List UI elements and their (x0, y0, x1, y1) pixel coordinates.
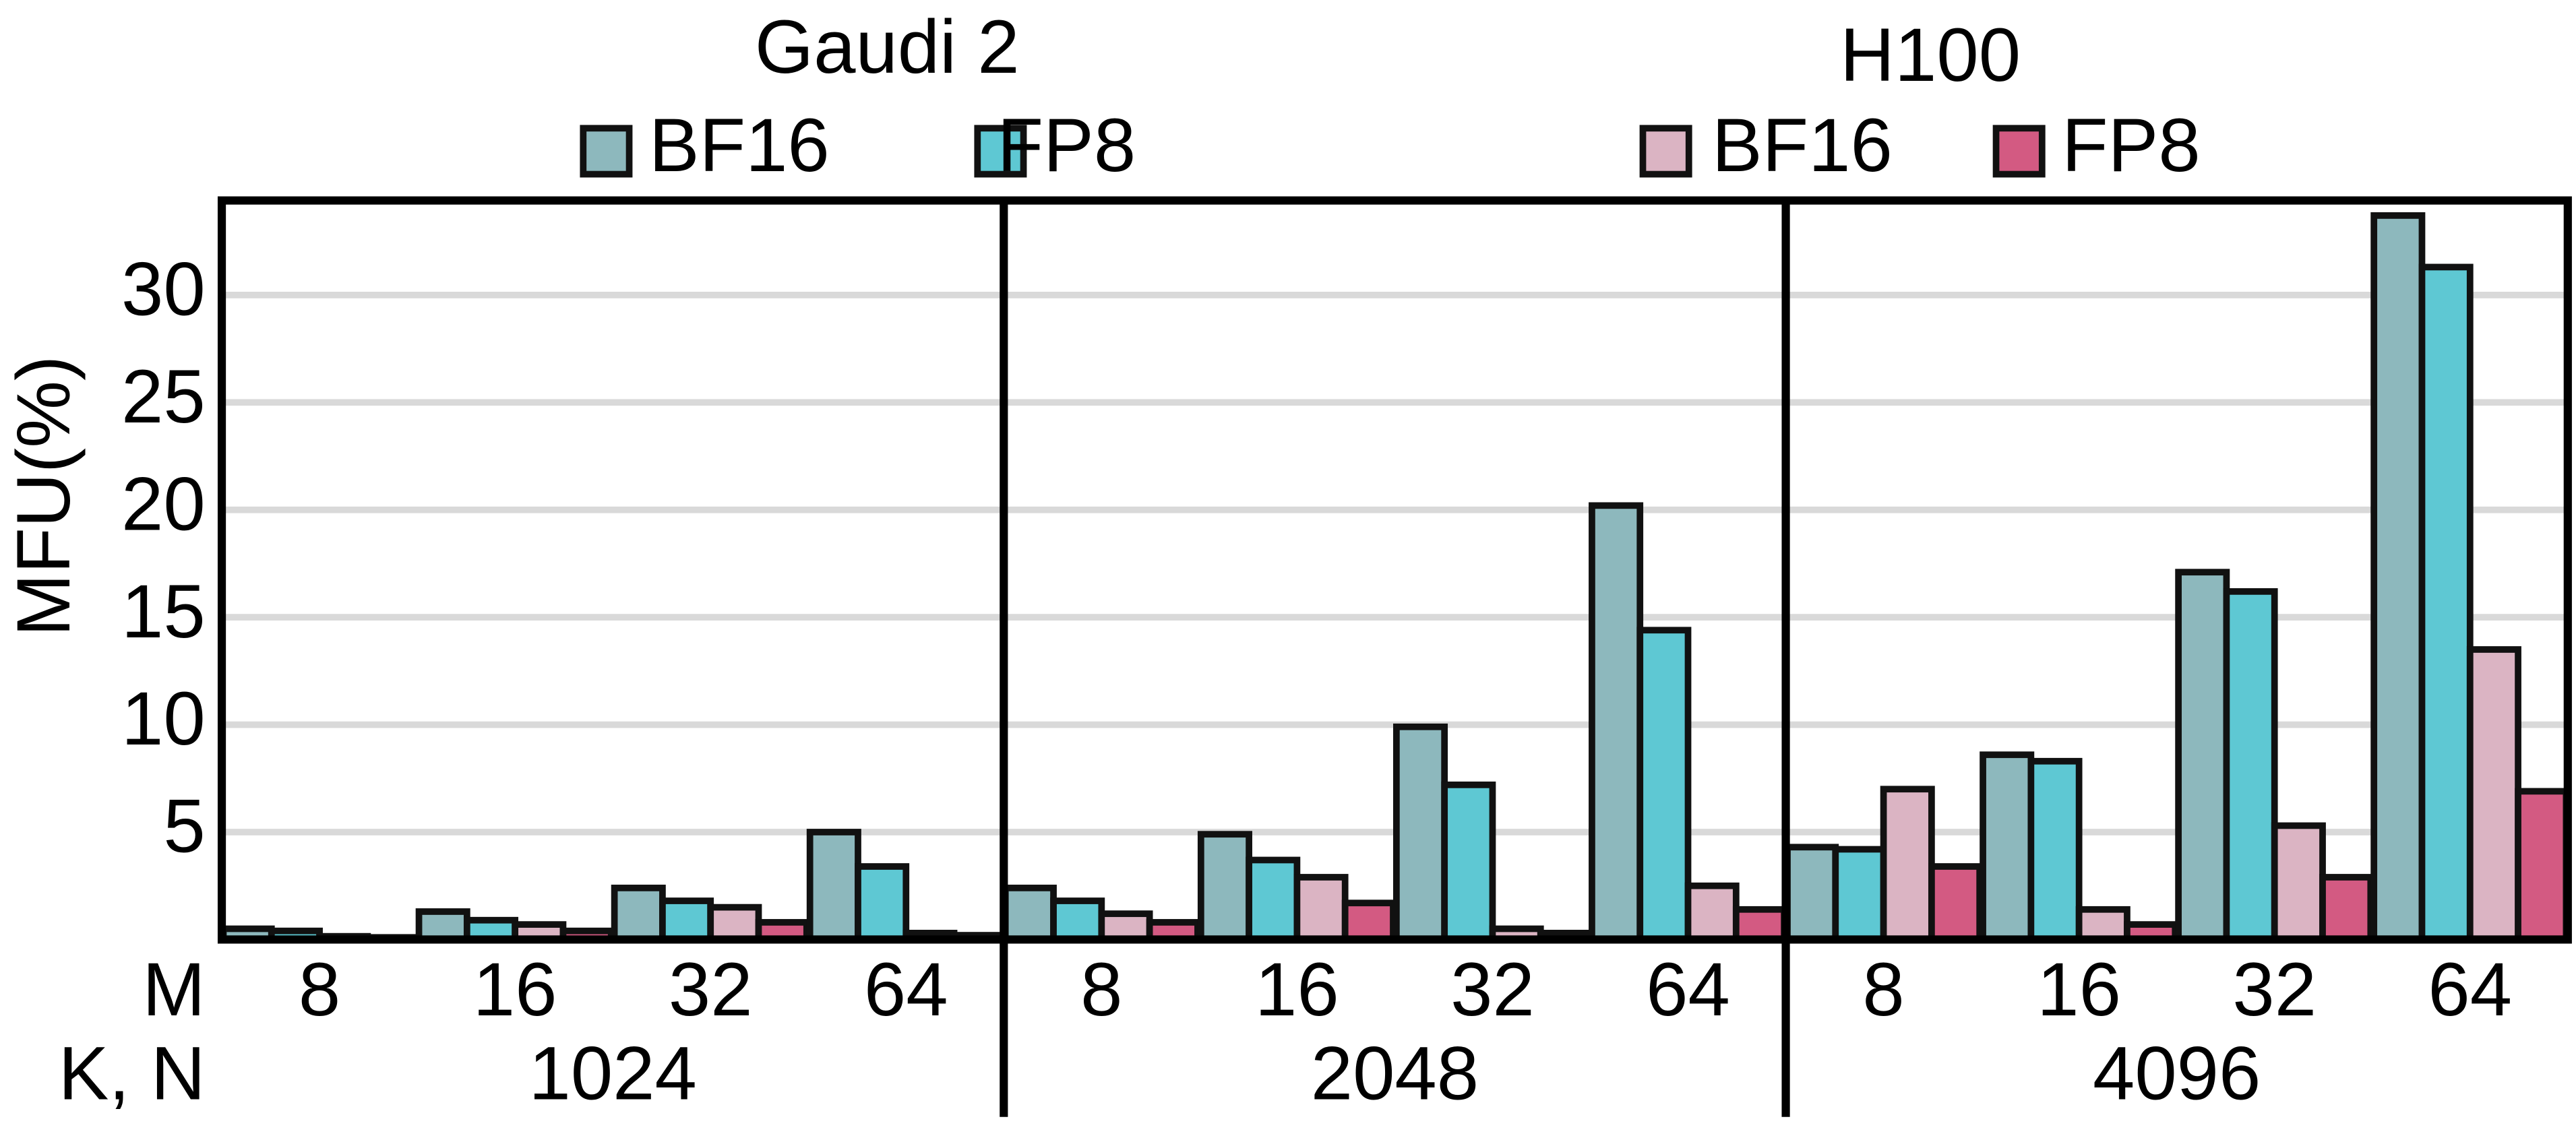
x-tick-label: 32 (669, 947, 753, 1032)
bar (415, 908, 470, 943)
y-tick-label: 25 (121, 354, 206, 439)
bar (2271, 822, 2326, 943)
bar (1784, 844, 1839, 943)
bar (1393, 723, 1448, 943)
y-tick-label: 10 (121, 676, 206, 761)
bar (1832, 846, 1887, 943)
legend-group-title: Gaudi 2 (755, 5, 1020, 89)
bar (2075, 906, 2130, 943)
bar (1050, 897, 1105, 943)
bar (2175, 569, 2230, 943)
bar (2515, 788, 2570, 943)
bar (659, 897, 714, 943)
legend-group-title: H100 (1840, 13, 2021, 97)
x-tick-label: 64 (864, 947, 948, 1032)
bar (1636, 627, 1692, 943)
y-tick-label: 15 (121, 569, 206, 654)
y-tick-label: 30 (121, 247, 206, 331)
bar (855, 863, 910, 943)
bar (1341, 899, 1397, 943)
x-tick-label: 64 (2428, 947, 2512, 1032)
x-tick-label: 32 (2232, 947, 2317, 1032)
x-tick-label: 8 (1080, 947, 1122, 1032)
bar (1732, 906, 1787, 943)
x-axis-label: K, N (59, 1031, 206, 1115)
bar (2319, 874, 2374, 943)
x-axis-label: M (142, 947, 205, 1032)
bar (2466, 646, 2521, 943)
x-group-label: 1024 (528, 1031, 696, 1115)
legend-label: BF16 (649, 103, 830, 187)
legend-swatch (1639, 125, 1692, 178)
x-tick-label: 32 (1450, 947, 1535, 1032)
x-tick-label: 16 (1255, 947, 1339, 1032)
bar (1684, 882, 1740, 943)
bar (2027, 757, 2083, 943)
legend-swatch (974, 125, 1027, 178)
bar (1589, 502, 1644, 943)
legend-swatch (1992, 125, 2046, 178)
bar (2370, 212, 2426, 943)
plot-frame (217, 196, 2572, 944)
bar (1197, 831, 1252, 943)
x-group-label: 4096 (2093, 1031, 2261, 1115)
legend-label: BF16 (1712, 103, 1893, 187)
bar (1880, 786, 1935, 943)
x-tick-label: 8 (1862, 947, 1904, 1032)
legend-swatch (580, 125, 633, 178)
bar (2418, 263, 2474, 943)
bar (707, 904, 762, 943)
bar (1980, 751, 2035, 943)
bar (806, 829, 861, 943)
legend-label: FP8 (998, 103, 1136, 187)
y-axis-label: MFU(%) (1, 356, 86, 637)
x-tick-label: 16 (2037, 947, 2121, 1032)
bar (1928, 863, 1984, 943)
bar (1246, 856, 1301, 943)
bar (611, 885, 666, 943)
x-tick-label: 64 (1646, 947, 1730, 1032)
bar (1293, 874, 1349, 943)
bar (1002, 885, 1057, 943)
y-tick-label: 20 (121, 462, 206, 546)
y-tick-label: 5 (163, 784, 205, 868)
x-group-label: 2048 (1311, 1031, 1479, 1115)
bar (1441, 781, 1496, 943)
x-tick-label: 8 (299, 947, 340, 1032)
x-tick-label: 16 (473, 947, 557, 1032)
legend-label: FP8 (2062, 103, 2201, 187)
bar (2223, 588, 2278, 943)
